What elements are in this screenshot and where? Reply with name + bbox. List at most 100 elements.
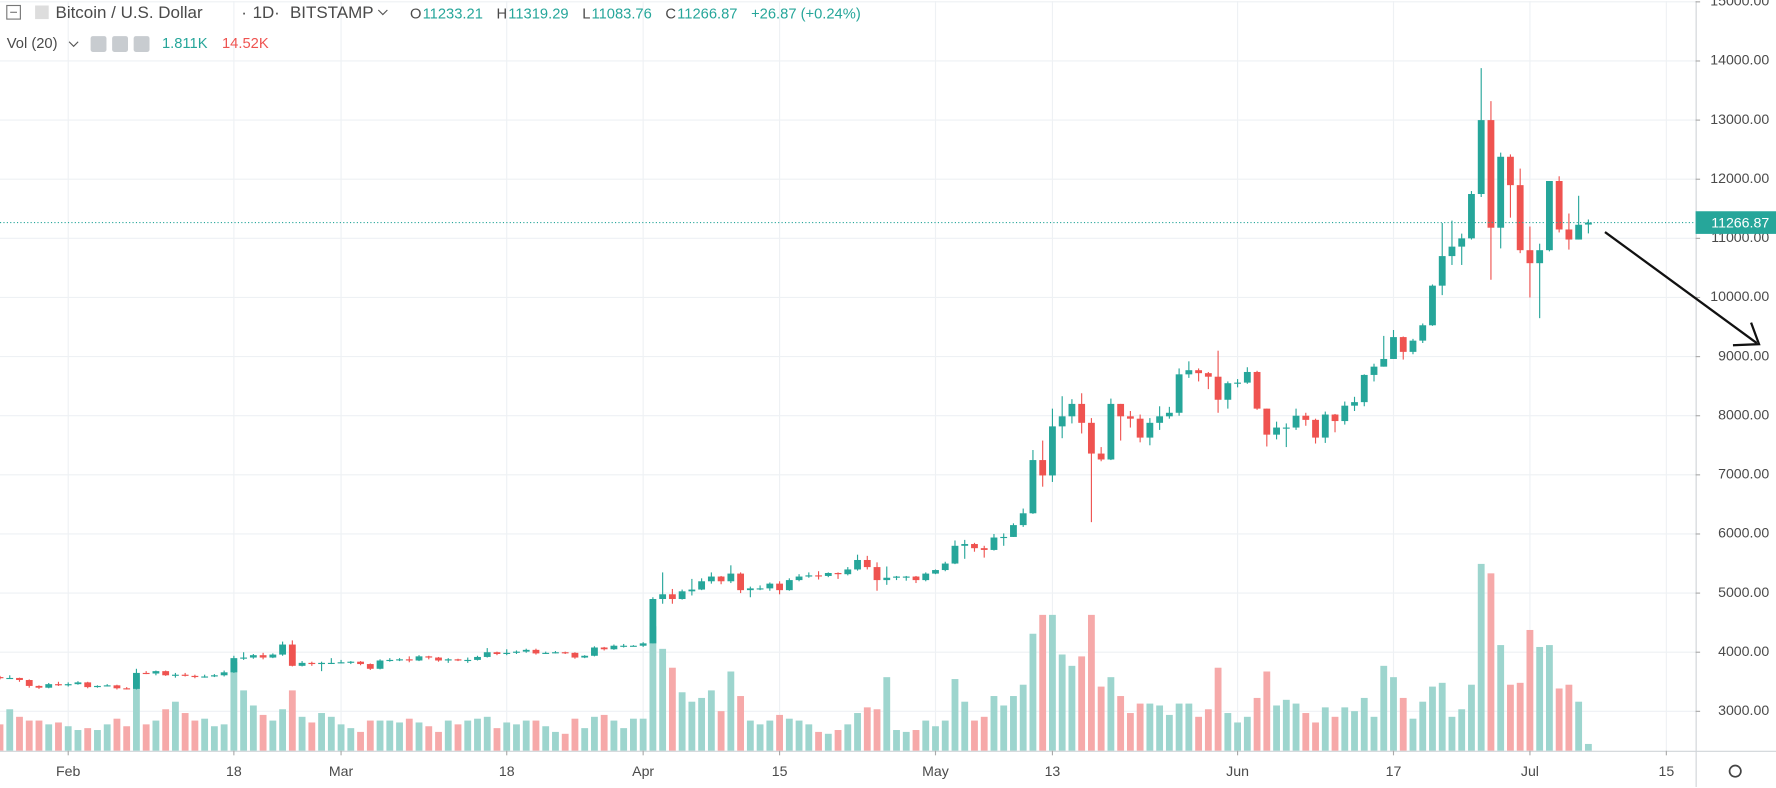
volume-bar xyxy=(1360,697,1368,751)
candle-body xyxy=(35,685,43,688)
candle-body xyxy=(1526,250,1534,264)
candle-body xyxy=(1175,374,1183,413)
candle-body xyxy=(171,674,179,676)
y-tick-label: 9000.00 xyxy=(1718,347,1769,363)
candle-body xyxy=(396,659,403,661)
volume-bar xyxy=(376,720,384,751)
axes: 3000.00 4000.00 5000.00 6000.00 7000.00 8000.… xyxy=(56,0,1776,779)
volume-bar xyxy=(1039,614,1047,751)
volume-bar xyxy=(1078,656,1086,751)
volume-bar xyxy=(639,718,647,751)
volume-bar xyxy=(552,731,559,751)
exchange[interactable]: BITSTAMP xyxy=(290,3,374,22)
volume-bar xyxy=(1419,701,1427,751)
candle-body xyxy=(249,655,257,658)
volume-bar xyxy=(1507,684,1514,751)
volume-bar xyxy=(591,716,598,751)
volume-bar xyxy=(298,716,306,751)
candle-body xyxy=(1136,418,1144,438)
candle-body xyxy=(123,688,131,690)
x-tick-label: Jun xyxy=(1226,763,1249,779)
volume-bar xyxy=(493,728,501,751)
candle-body xyxy=(240,657,248,659)
x-tick-label: 18 xyxy=(499,763,515,779)
visibility-button[interactable] xyxy=(90,36,107,52)
candle-body xyxy=(269,654,277,658)
dropdown-caret[interactable] xyxy=(68,41,79,48)
volume-bar xyxy=(55,722,62,751)
volume-ma-value: 14.52K xyxy=(222,36,269,52)
volume-bar xyxy=(746,720,754,751)
volume-bar xyxy=(1536,646,1544,751)
y-tick-label: 13000.00 xyxy=(1710,111,1769,127)
settings-button[interactable] xyxy=(112,36,128,52)
volume-bar xyxy=(1409,718,1417,751)
volume-bar xyxy=(971,720,978,751)
remove-button[interactable] xyxy=(133,36,150,52)
volume-bar xyxy=(561,733,569,751)
volume-bar xyxy=(444,720,452,751)
candle-body xyxy=(1058,416,1066,427)
candle-body xyxy=(191,675,199,678)
candle-body xyxy=(1419,325,1427,341)
volume-bar xyxy=(279,709,287,751)
candle-body xyxy=(94,685,101,688)
volume-bar xyxy=(249,705,257,751)
symbol-icon xyxy=(35,5,49,20)
volume-bar xyxy=(308,722,316,751)
volume-bar xyxy=(1146,703,1154,751)
trend-arrow[interactable] xyxy=(1604,231,1758,344)
volume-bar xyxy=(776,714,783,751)
candle-body xyxy=(1078,403,1086,423)
volume-bar xyxy=(435,731,442,751)
volume-bar xyxy=(45,724,53,751)
candle-body xyxy=(425,656,433,658)
candle-body xyxy=(45,684,53,688)
volume-bar xyxy=(1273,705,1280,751)
candle-body xyxy=(737,573,745,591)
volume-bar xyxy=(269,720,277,751)
candle-body xyxy=(727,573,735,582)
collapse-icon[interactable] xyxy=(6,4,21,20)
candle-body xyxy=(181,674,189,676)
volume-bar xyxy=(1565,684,1573,751)
candle-body xyxy=(639,643,647,646)
candle-body xyxy=(1039,460,1047,476)
candle-body xyxy=(493,652,501,654)
candle-body xyxy=(1516,185,1524,251)
grid xyxy=(0,0,1696,751)
dropdown-caret[interactable] xyxy=(377,9,388,16)
volume-bar xyxy=(990,696,998,751)
volume-bar xyxy=(162,709,170,751)
volume-bar xyxy=(64,726,72,751)
candle-body xyxy=(1399,337,1407,352)
candle-body xyxy=(201,676,209,678)
candle-body xyxy=(318,662,325,665)
candle-body xyxy=(1214,376,1222,400)
volume-bar xyxy=(259,714,267,751)
volume-bar xyxy=(123,726,131,751)
candle-body xyxy=(971,544,978,549)
volume-bar xyxy=(464,720,472,751)
interval[interactable]: 1D xyxy=(253,3,275,22)
candle-body xyxy=(844,569,852,575)
ohlc-value: 11083.76 xyxy=(592,6,652,22)
volume-legend-name[interactable]: Vol (20) xyxy=(7,36,58,52)
volume-bar xyxy=(707,690,715,751)
volume-bar xyxy=(1107,677,1115,751)
y-tick-label: 5000.00 xyxy=(1718,584,1769,600)
volume-bar xyxy=(483,716,491,751)
volume-bar xyxy=(1253,697,1261,751)
y-tick-label: 15000.00 xyxy=(1710,0,1769,9)
candle-body xyxy=(230,658,238,673)
settings-gear[interactable] xyxy=(1728,764,1742,778)
candle-body xyxy=(142,672,150,675)
volume-bar xyxy=(103,724,111,751)
volume-bar xyxy=(737,696,745,751)
volume-bar xyxy=(25,720,33,751)
candle-body xyxy=(893,576,900,578)
volume-bar xyxy=(288,690,296,751)
volume-bar xyxy=(1136,703,1144,751)
symbol-name[interactable]: Bitcoin / U.S. Dollar xyxy=(56,3,203,22)
